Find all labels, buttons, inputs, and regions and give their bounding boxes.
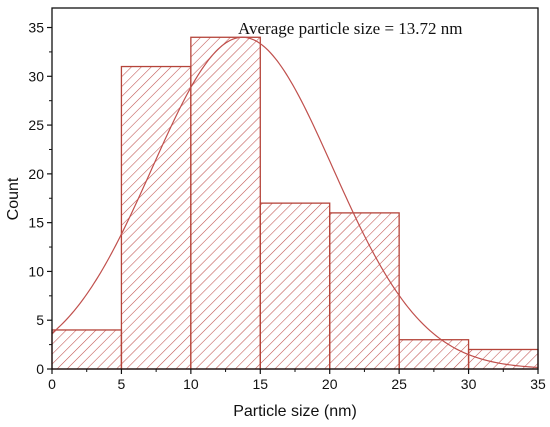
y-axis-title: Count [5, 177, 22, 220]
x-tick-label: 20 [322, 376, 338, 392]
y-tick-label: 5 [36, 312, 44, 328]
y-tick-label: 20 [28, 166, 44, 182]
x-tick-label: 0 [48, 376, 56, 392]
x-tick-label: 25 [391, 376, 407, 392]
fit-curve-layer [51, 36, 539, 369]
y-tick-label: 35 [28, 20, 44, 36]
x-axis-title: Particle size (nm) [233, 403, 357, 420]
average-size-annotation: Average particle size = 13.72 nm [238, 19, 463, 38]
bars-layer [51, 36, 539, 370]
histogram-bar [51, 329, 123, 370]
histogram-bar [190, 36, 261, 370]
y-tick-label: 15 [28, 215, 44, 231]
y-tick-label: 0 [36, 361, 44, 377]
ticks-layer: 0 5 10 15 20 25 30 35 0 5 10 15 20 25 30 35 [28, 20, 546, 392]
y-tick-label: 30 [28, 68, 44, 84]
x-tick-label: 5 [118, 376, 126, 392]
x-tick-label: 30 [461, 376, 477, 392]
y-tick-label: 10 [28, 263, 44, 279]
histogram-bar [398, 339, 470, 370]
x-tick-label: 10 [183, 376, 199, 392]
y-tick-label: 25 [28, 117, 44, 133]
histogram-bar [329, 212, 400, 370]
x-tick-label: 15 [252, 376, 268, 392]
histogram-bar [467, 348, 539, 370]
gaussian-fit-line [51, 36, 539, 369]
x-tick-label: 35 [530, 376, 546, 392]
histogram-bar [120, 65, 192, 370]
histogram-bar [259, 202, 331, 370]
